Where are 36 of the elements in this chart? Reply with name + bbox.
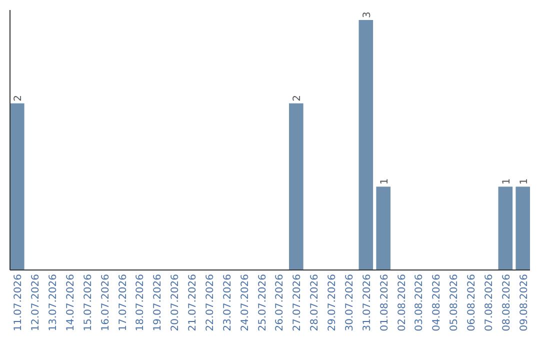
x-tick-label: 31.07.2026	[362, 274, 373, 332]
x-tick-label: 14.07.2026	[65, 274, 76, 332]
x-tick-label: 03.08.2026	[414, 274, 426, 332]
x-tick-label: 04.08.2026	[432, 274, 443, 332]
x-tick-label: 25.07.2026	[257, 274, 268, 332]
x-tick-label: 27.07.2026	[292, 274, 304, 332]
x-tick-label: 05.08.2026	[449, 274, 460, 332]
x-tick-label: 28.07.2026	[310, 274, 321, 332]
x-tick-label: 21.07.2026	[188, 274, 199, 332]
x-tick-label: 19.07.2026	[152, 274, 164, 332]
x-tick-label: 12.07.2026	[30, 274, 42, 332]
x-tick-label: 22.07.2026	[204, 274, 216, 332]
data-label: 2	[13, 94, 24, 102]
x-tick-label: 26.07.2026	[274, 274, 286, 332]
data-label: 1	[379, 178, 390, 185]
x-tick-label: 16.07.2026	[100, 274, 112, 332]
x-tick-label: 01.08.2026	[379, 274, 390, 332]
x-tick-label: 23.07.2026	[222, 274, 234, 332]
x-tick-label: 24.07.2026	[240, 274, 251, 332]
x-tick-label: 15.07.2026	[82, 274, 94, 332]
x-tick-label: 17.07.2026	[118, 274, 129, 332]
x-tick-label: 06.08.2026	[466, 274, 478, 332]
x-tick-label: 08.08.2026	[501, 274, 512, 332]
x-tick-label: 09.08.2026	[518, 274, 530, 332]
x-tick-label: 20.07.2026	[170, 274, 182, 332]
x-tick-label: 13.07.2026	[48, 274, 60, 332]
data-label: 1	[501, 178, 512, 185]
data-label: 2	[292, 94, 304, 102]
x-tick-label: 29.07.2026	[327, 274, 338, 332]
x-tick-label: 02.08.2026	[396, 274, 408, 332]
data-label: 1	[518, 178, 530, 185]
x-tick-label: 07.08.2026	[484, 274, 495, 332]
data-label: 3	[362, 12, 373, 18]
x-tick-label: 11.07.2026	[13, 274, 24, 332]
x-tick-label: 30.07.2026	[344, 274, 356, 332]
x-tick-label: 18.07.2026	[135, 274, 146, 332]
